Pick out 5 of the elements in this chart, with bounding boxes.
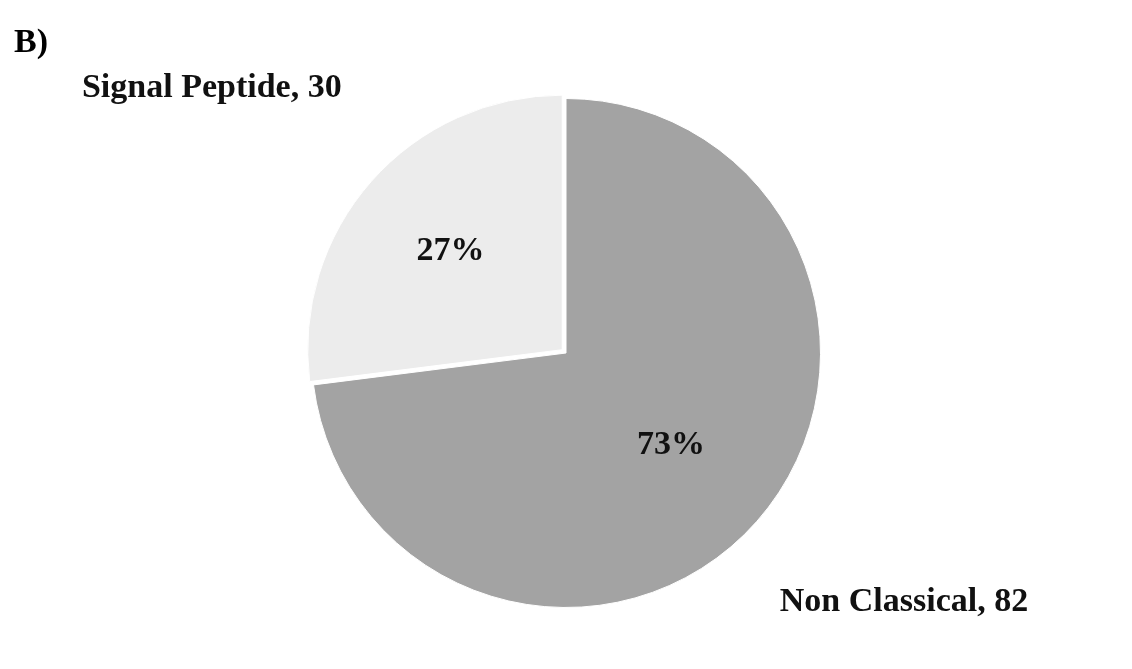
data-label: 73% (637, 424, 705, 462)
slice-label: Signal Peptide, 30 (81, 67, 342, 105)
data-label: 27% (416, 229, 485, 267)
chart-title: B) (14, 22, 48, 60)
slice-label: Non Classical, 82 (779, 581, 1029, 619)
